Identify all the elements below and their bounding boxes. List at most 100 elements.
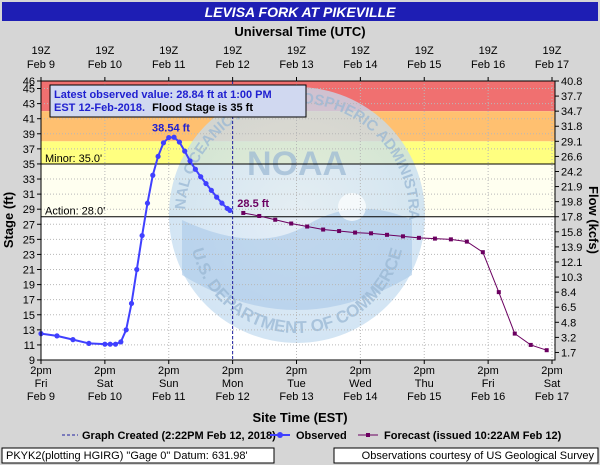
bottom-tick-label-time: 2pm <box>222 365 243 377</box>
top-tick-label-time: 19Z <box>479 45 498 57</box>
y-tick-label-right: 31.8 <box>561 121 582 133</box>
y-tick-label-left: 27 <box>23 219 35 231</box>
observed-point <box>182 148 188 154</box>
y-tick-label-right: 21.9 <box>561 182 582 194</box>
plot-frame <box>40 80 556 361</box>
y-tick-label-left: 33 <box>23 174 35 186</box>
y-tick-label-left: 19 <box>23 280 35 292</box>
bottom-tick-label-date: Feb 13 <box>279 391 313 403</box>
legend-forecast-label: Forecast (issued 10:22AM Feb 12) <box>384 430 562 442</box>
observed-point <box>227 207 233 213</box>
footer-right-text: Observations courtesy of US Geological S… <box>362 450 595 462</box>
legend: Graph Created (2:22PM Feb 12, 2018) Obse… <box>62 430 562 442</box>
y-tick-label-left: 43 <box>23 99 35 111</box>
bottom-tick-label-date: Feb 16 <box>471 391 505 403</box>
footer-right-box <box>333 447 599 464</box>
forecast-line <box>243 212 547 351</box>
y-tick-label-left: 21 <box>23 265 35 277</box>
bottom-tick-label-time: 2pm <box>350 365 371 377</box>
y-tick-label-right: 24.2 <box>561 166 582 178</box>
bottom-tick-label-date: Feb 11 <box>152 391 185 403</box>
top-tick-label-date: Feb 9 <box>27 59 55 71</box>
bottom-tick-label-time: 2pm <box>94 365 115 377</box>
bottom-tick-label-weekday: Sun <box>159 378 179 390</box>
bottom-tick-label-date: Feb 10 <box>88 391 122 403</box>
top-tick-label-time: 19Z <box>223 45 242 57</box>
footer-left-text: PKYK2(plotting HGIRG) "Gage 0" Datum: 63… <box>6 450 248 462</box>
top-tick-label-time: 19Z <box>543 45 562 57</box>
forecast-point <box>321 227 326 232</box>
forecast-point <box>464 239 469 244</box>
forecast-point <box>400 234 405 239</box>
observed-point <box>208 187 214 193</box>
top-tick-label-date: Feb 16 <box>471 59 505 71</box>
y-tick-label-right: 19.8 <box>561 197 582 209</box>
forecast-point <box>241 210 246 215</box>
observed-point <box>70 337 76 343</box>
top-tick-label-time: 19Z <box>32 45 51 57</box>
top-tick-label-date: Feb 10 <box>88 59 122 71</box>
forecast-point <box>432 236 437 241</box>
top-tick-label-date: Feb 12 <box>216 59 250 71</box>
forecast-point <box>512 331 517 336</box>
top-tick-label-date: Feb 13 <box>279 59 313 71</box>
y-tick-label-left: 39 <box>23 129 35 141</box>
y-tick-label-left: 11 <box>24 340 35 352</box>
y-tick-label-right: 4.8 <box>561 317 576 329</box>
y-tick-label-right: 1.7 <box>561 347 576 359</box>
bottom-tick-label-date: Feb 17 <box>535 391 569 403</box>
observed-point <box>155 153 161 160</box>
y-tick-label-left: 29 <box>23 204 35 216</box>
y-tick-label-right: 13.9 <box>561 242 582 254</box>
annotation-line2-suffix: Flood Stage is 35 ft <box>152 102 253 114</box>
forecast-point <box>528 342 533 347</box>
x-axis-title: Site Time (EST) <box>252 410 347 425</box>
observed-point <box>160 140 167 146</box>
bottom-tick-label-weekday: Fri <box>35 378 48 390</box>
y-tick-label-left: 15 <box>23 310 35 322</box>
y-tick-label-left: 46 <box>23 76 35 88</box>
y-axis-title-left: Stage (ft) <box>1 192 16 248</box>
top-tick-label-time: 19Z <box>415 45 434 57</box>
bottom-tick-label-time: 2pm <box>286 365 307 377</box>
top-tick-label-date: Feb 15 <box>407 59 441 71</box>
observed-point <box>107 341 113 347</box>
bottom-tick-label-date: Feb 15 <box>407 391 441 403</box>
forecast-value-label: 28.5 ft <box>237 198 269 210</box>
y-tick-label-left: 23 <box>23 249 35 261</box>
observed-point <box>86 340 92 347</box>
observed-point <box>139 232 145 239</box>
top-tick-label-time: 19Z <box>351 45 370 57</box>
y-tick-label-left: 13 <box>23 325 35 337</box>
y-tick-label-left: 25 <box>23 234 35 246</box>
y-tick-label-left: 35 <box>23 159 35 171</box>
observed-point <box>198 174 204 180</box>
y-tick-label-right: 8.4 <box>561 287 576 299</box>
annotation-box <box>49 84 307 118</box>
title-bar <box>2 2 598 21</box>
chart-title: LEVISA FORK AT PIKEVILLE <box>205 4 396 20</box>
top-tick-label-time: 19Z <box>287 45 306 57</box>
y-tick-label-right: 10.3 <box>561 272 582 284</box>
y-tick-label-left: 9 <box>29 355 35 367</box>
forecast-point <box>273 217 278 222</box>
bottom-tick-label-date: Feb 14 <box>343 391 377 403</box>
y-tick-label-right: 37.7 <box>561 91 582 103</box>
y-tick-label-right: 15.8 <box>561 227 582 239</box>
annotation-line2-prefix: EST 12-Feb-2018. <box>54 102 145 114</box>
forecast-point <box>544 348 549 353</box>
y-tick-label-right: 17.8 <box>561 212 582 224</box>
observed-point <box>150 172 156 178</box>
bottom-tick-label-time: 2pm <box>414 365 435 377</box>
annotation-line1: Latest observed value: 28.84 ft at 1:00 … <box>54 89 272 101</box>
observed-point <box>102 341 108 347</box>
y-tick-label-left: 17 <box>23 295 35 307</box>
y-tick-label-right: 34.7 <box>561 106 582 118</box>
y-axis-title-right: Flow (kcfs) <box>586 186 600 254</box>
observed-point <box>214 194 220 200</box>
bottom-tick-label-weekday: Fri <box>482 378 495 390</box>
y-tick-label-right: 12.1 <box>561 257 582 269</box>
plot-border <box>40 80 556 361</box>
forecast-point <box>496 290 501 295</box>
